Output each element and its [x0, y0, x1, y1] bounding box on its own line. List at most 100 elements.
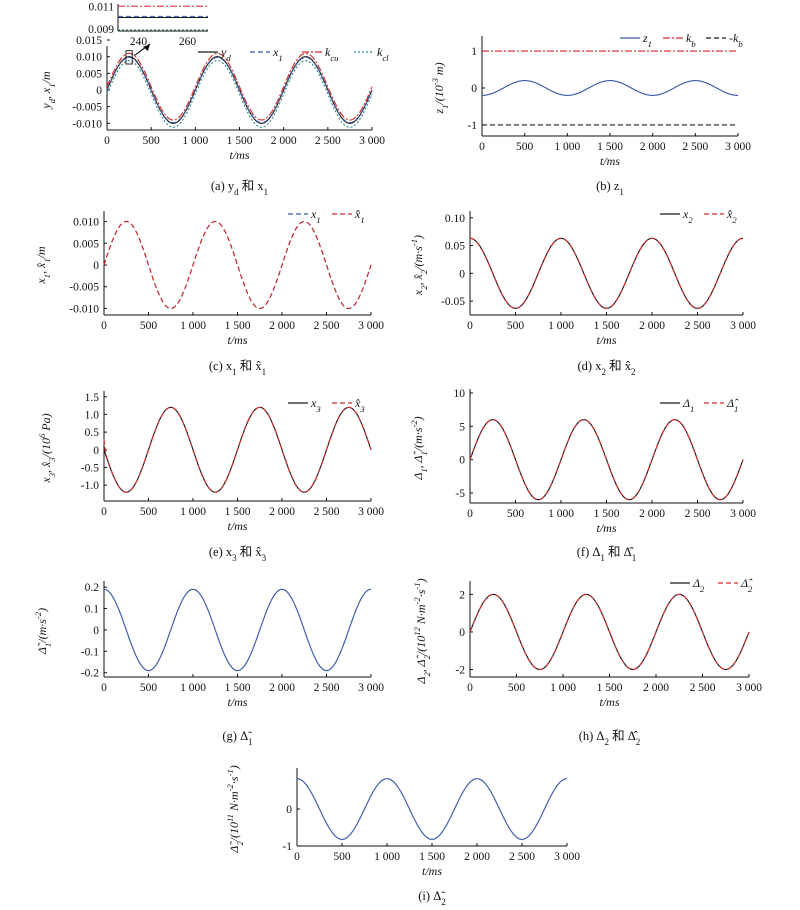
- y-tick-label: -5: [455, 488, 465, 500]
- inset-x-tick-label: 260: [179, 36, 197, 48]
- caption: (i) Δ̃2: [418, 889, 446, 907]
- x-tick-label: 2 500: [314, 506, 340, 518]
- y-tick-label: 1: [471, 46, 477, 58]
- x-tick-label: 500: [333, 851, 351, 863]
- legend-label: Δ̂1: [726, 396, 739, 414]
- x-tick-label: 2 500: [314, 320, 340, 332]
- x-tick-label: 500: [507, 320, 525, 332]
- y-axis-label: Δ1, Δ̂1/(m·s-2): [409, 416, 429, 480]
- y-tick-label: 1.0: [85, 409, 100, 421]
- x-tick-label: 3 000: [359, 135, 385, 147]
- y-axis-label: Δ̃1/(m·s-2): [33, 608, 53, 655]
- x-tick-label: 1 500: [225, 506, 251, 518]
- x-axis-label: t/ms: [227, 695, 247, 709]
- x-tick-label: 0: [467, 320, 473, 332]
- x-tick-label: 1 500: [225, 320, 251, 332]
- y-tick-label: 0.05: [445, 241, 465, 253]
- panel-e: 0 500 1 000 1 500 2 000 2 500 3 000 1.5 1.0 0.5 0 -…: [37, 391, 384, 563]
- x-tick-label: 1 000: [548, 508, 574, 520]
- x-tick-label: 1 000: [180, 506, 206, 518]
- y-axis-label: z1/(10-3 m): [430, 62, 450, 114]
- x-tick-label: 0: [101, 506, 107, 518]
- y-tick-label: 0: [286, 804, 292, 816]
- y-tick-label: 0.010: [73, 217, 99, 229]
- x-tick-label: 1 500: [597, 682, 623, 694]
- series-i-1: [297, 778, 567, 840]
- x-tick-label: 0: [294, 851, 300, 863]
- x-tick-label: 1 000: [374, 851, 400, 863]
- x-axis-label: t/ms: [422, 864, 442, 878]
- y-axis-label: Δ̃2/(1011 N·m-2·s-1): [225, 765, 245, 853]
- y-tick-label: -0.005: [69, 282, 99, 294]
- y-tick-label: -0.2: [81, 668, 99, 680]
- x-tick-label: 1 000: [182, 135, 208, 147]
- x-tick-label: 3 000: [554, 851, 580, 863]
- x-axis-label: t/ms: [229, 148, 249, 162]
- legend-label: yd: [220, 45, 231, 63]
- x-axis-label: t/ms: [596, 521, 616, 535]
- series-d-2: [469, 237, 744, 309]
- series-b-1: [482, 80, 738, 96]
- x-tick-label: 1 500: [597, 141, 623, 153]
- series-h-2: [469, 593, 750, 671]
- inset-x-tick-label: 240: [130, 36, 148, 48]
- x-tick-label: 2 000: [639, 320, 665, 332]
- y-tick-label: 0: [459, 455, 465, 467]
- series-e-2: [103, 406, 372, 493]
- x-tick-label: 500: [140, 682, 158, 694]
- x-tick-label: 2 500: [509, 851, 535, 863]
- y-tick-label: -0.010: [69, 303, 99, 315]
- caption: (b) z1: [596, 179, 624, 197]
- y-tick-label: 5: [459, 421, 465, 433]
- x-tick-label: 2 500: [690, 682, 716, 694]
- y-tick-label: -1: [467, 120, 477, 132]
- series-f-2: [469, 419, 744, 501]
- y-tick-label: 0: [96, 85, 102, 97]
- x-tick-label: 1 500: [419, 851, 445, 863]
- x-tick-label: 1 500: [594, 508, 620, 520]
- caption: (f) Δ1 和 Δ̂1: [577, 545, 636, 563]
- y-tick-label: 0.005: [73, 238, 99, 250]
- x-tick-label: 0: [104, 135, 110, 147]
- inset-zoom: 0.011 0.009 240 260: [88, 1, 208, 65]
- series-c-2: [103, 220, 372, 310]
- x-tick-label: 500: [516, 141, 534, 153]
- legend-label: x1: [272, 45, 283, 63]
- y-tick-label: 10: [454, 388, 466, 400]
- panel-f: 0 500 1 000 1 500 2 000 2 500 3 0001050-5t/msΔ…: [409, 388, 756, 563]
- y-tick-label: 0: [93, 445, 99, 457]
- x-tick-label: 2 500: [314, 682, 340, 694]
- x-axis-label: t/ms: [227, 333, 247, 347]
- y-tick-label: 0.015: [76, 35, 102, 47]
- caption: (e) x3 和 x̂3: [209, 545, 267, 563]
- x-tick-label: 500: [140, 506, 158, 518]
- x-tick-label: 1 000: [180, 682, 206, 694]
- legend-label: kb: [686, 31, 696, 49]
- y-tick-label: -0.05: [441, 296, 465, 308]
- y-tick-label: 0.005: [76, 68, 102, 80]
- legend-label: kcl: [377, 45, 389, 63]
- y-tick-label: 0.1: [85, 604, 100, 616]
- panel-c: 0 500 1 000 1 500 2 000 2 500 3 000 0.010 0.005 0…: [34, 207, 384, 377]
- x-tick-label: 1 000: [548, 320, 574, 332]
- y-tick-label: 0: [459, 268, 465, 280]
- x-tick-label: 0: [101, 682, 107, 694]
- y-tick-label: -0.010: [72, 118, 102, 130]
- x-tick-label: 0: [479, 141, 485, 153]
- series-a-4: [106, 60, 373, 128]
- x-tick-label: 2 000: [464, 851, 490, 863]
- x-tick-label: 2 000: [639, 508, 665, 520]
- x-tick-label: 2 000: [269, 506, 295, 518]
- x-tick-label: 0: [101, 320, 107, 332]
- x-tick-label: 500: [507, 508, 525, 520]
- y-axis-label: yd, x1/m: [39, 71, 57, 110]
- legend-label: x̂1: [354, 207, 365, 225]
- caption: (g) Δ̃1: [222, 729, 253, 747]
- y-tick-label: -1.0: [81, 480, 99, 492]
- inset-y-tick-label: 0.011: [89, 1, 115, 13]
- y-tick-label: 0.10: [445, 213, 465, 225]
- x-tick-label: 2 000: [271, 135, 297, 147]
- caption: (h) Δ2 和 Δ̂2: [579, 729, 641, 747]
- series-f-1: [469, 419, 744, 501]
- zoom-arrowhead: [143, 44, 150, 51]
